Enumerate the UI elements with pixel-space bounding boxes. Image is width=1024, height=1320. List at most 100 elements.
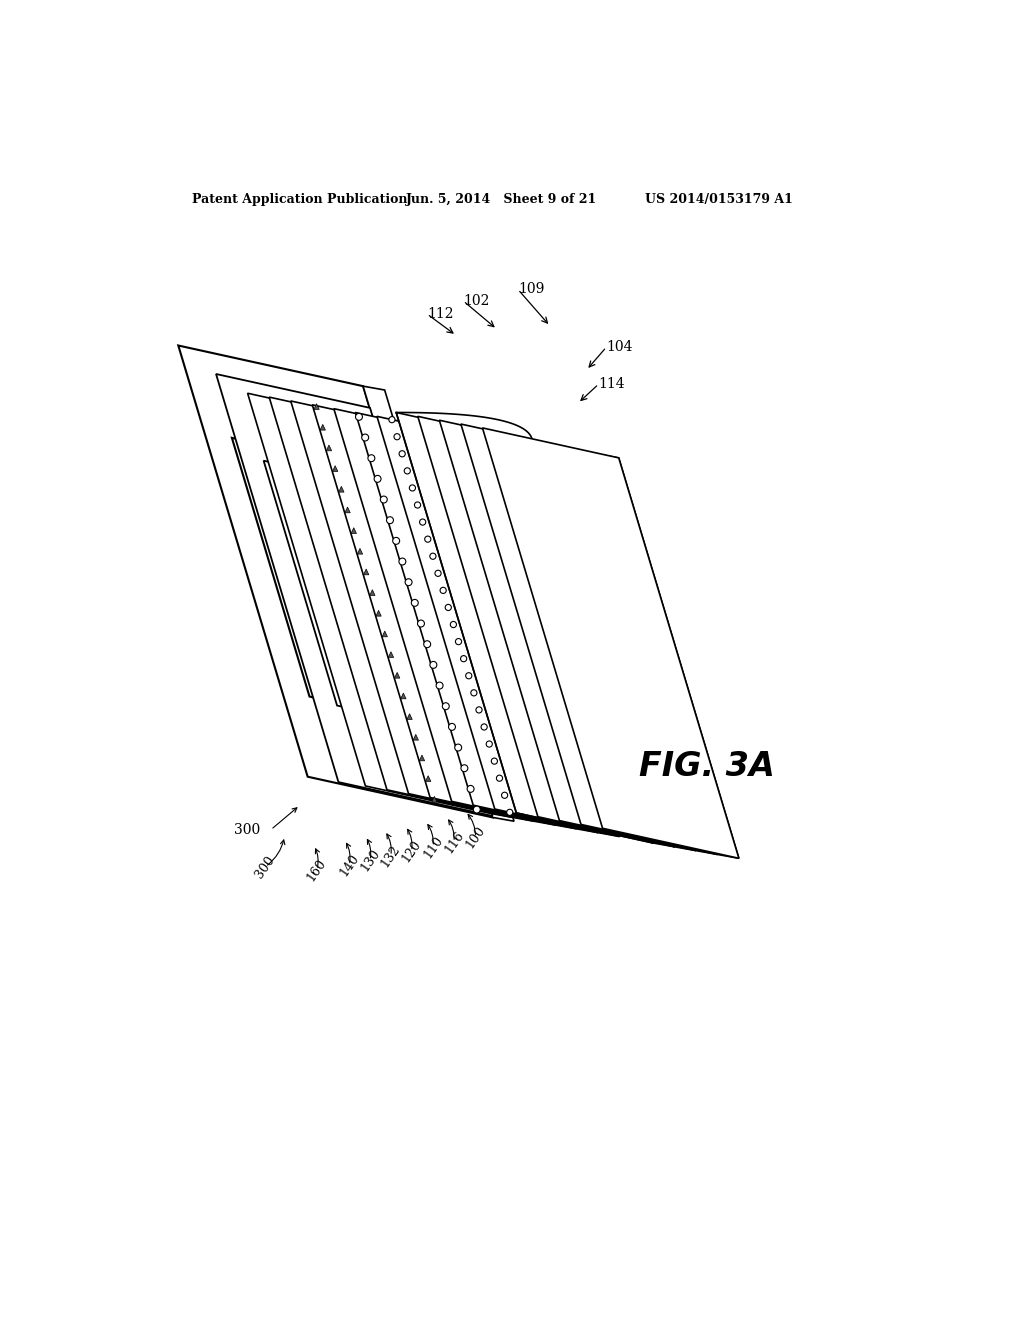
Circle shape [389, 417, 395, 422]
Text: US 2014/0153179 A1: US 2014/0153179 A1 [645, 193, 793, 206]
Polygon shape [400, 693, 407, 698]
Circle shape [502, 792, 508, 799]
Circle shape [404, 467, 411, 474]
Polygon shape [263, 461, 444, 729]
Polygon shape [355, 412, 598, 833]
Circle shape [415, 502, 421, 508]
Circle shape [418, 620, 424, 627]
Circle shape [440, 587, 446, 594]
Polygon shape [532, 442, 674, 846]
Circle shape [492, 758, 498, 764]
Text: FIG. 3A: FIG. 3A [639, 750, 774, 783]
Text: 100: 100 [463, 824, 487, 851]
Polygon shape [345, 507, 350, 512]
Circle shape [436, 682, 443, 689]
Circle shape [445, 605, 452, 611]
Polygon shape [439, 420, 695, 850]
Polygon shape [432, 796, 437, 803]
Text: 107: 107 [598, 612, 625, 626]
Polygon shape [426, 776, 431, 781]
Polygon shape [418, 416, 674, 846]
Circle shape [435, 570, 441, 577]
Polygon shape [216, 374, 493, 816]
Circle shape [471, 690, 477, 696]
Polygon shape [407, 714, 413, 719]
Circle shape [425, 536, 431, 543]
Text: 160: 160 [305, 857, 329, 883]
Circle shape [442, 702, 450, 710]
Text: 109: 109 [518, 282, 544, 296]
Polygon shape [269, 397, 512, 817]
Text: 114: 114 [599, 378, 626, 391]
Text: Jun. 5, 2014   Sheet 9 of 21: Jun. 5, 2014 Sheet 9 of 21 [406, 193, 597, 206]
Polygon shape [413, 734, 419, 741]
Polygon shape [377, 416, 620, 837]
Polygon shape [597, 454, 739, 858]
Circle shape [406, 578, 412, 586]
Polygon shape [370, 590, 375, 595]
Text: 110: 110 [421, 833, 445, 861]
Circle shape [430, 553, 436, 560]
Circle shape [368, 454, 375, 462]
Polygon shape [357, 548, 362, 554]
Circle shape [481, 723, 487, 730]
Polygon shape [461, 424, 717, 854]
Text: 130: 130 [357, 847, 382, 874]
Polygon shape [321, 424, 326, 430]
Circle shape [451, 622, 457, 627]
Polygon shape [291, 401, 534, 821]
Circle shape [466, 673, 472, 678]
Text: 112: 112 [427, 308, 454, 321]
Circle shape [467, 785, 474, 792]
Polygon shape [394, 672, 399, 678]
Circle shape [420, 519, 426, 525]
Polygon shape [364, 569, 369, 574]
Circle shape [361, 434, 369, 441]
Polygon shape [314, 404, 319, 409]
Text: 300: 300 [233, 822, 260, 837]
Circle shape [424, 640, 431, 648]
Polygon shape [231, 438, 439, 725]
Polygon shape [178, 346, 493, 817]
Polygon shape [554, 446, 695, 850]
Circle shape [393, 537, 399, 544]
Circle shape [461, 656, 467, 661]
Text: Patent Application Publication: Patent Application Publication [193, 193, 408, 206]
Text: 132: 132 [379, 842, 403, 870]
Polygon shape [416, 429, 555, 825]
Polygon shape [333, 466, 338, 471]
Circle shape [386, 516, 393, 524]
Circle shape [476, 706, 482, 713]
Polygon shape [364, 387, 514, 821]
Text: 104: 104 [606, 341, 633, 354]
Polygon shape [437, 432, 577, 829]
Circle shape [486, 741, 493, 747]
Circle shape [473, 807, 480, 813]
Polygon shape [575, 450, 717, 854]
Circle shape [449, 723, 456, 730]
Text: 300: 300 [253, 853, 278, 880]
Circle shape [399, 450, 406, 457]
Circle shape [412, 599, 418, 606]
Polygon shape [248, 393, 490, 813]
Circle shape [455, 744, 462, 751]
Text: 140: 140 [337, 851, 361, 879]
Polygon shape [351, 528, 356, 533]
Polygon shape [388, 652, 393, 657]
Circle shape [394, 434, 400, 440]
Circle shape [355, 413, 362, 420]
Polygon shape [373, 421, 512, 817]
Text: 120: 120 [399, 838, 424, 865]
Polygon shape [480, 440, 620, 837]
Circle shape [380, 496, 387, 503]
Circle shape [374, 475, 381, 482]
Circle shape [430, 661, 437, 668]
Polygon shape [459, 436, 598, 833]
Polygon shape [327, 445, 332, 451]
Circle shape [507, 809, 513, 816]
Polygon shape [382, 631, 387, 636]
Polygon shape [376, 610, 381, 616]
Polygon shape [394, 425, 534, 821]
Text: 116: 116 [441, 829, 466, 855]
Polygon shape [339, 486, 344, 492]
